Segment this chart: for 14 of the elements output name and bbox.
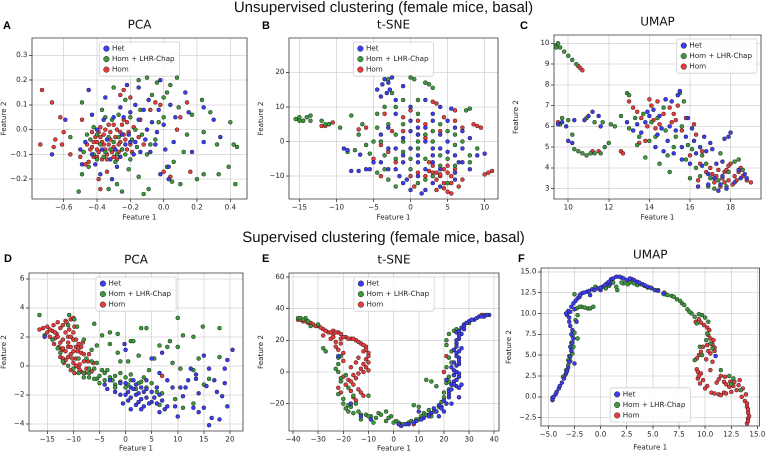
text: D xyxy=(4,253,12,265)
text: F xyxy=(518,253,525,265)
text: Unsupervised clustering (female mice, basal) xyxy=(232,0,534,16)
chart-title: PCA xyxy=(124,252,149,266)
chart-title: t-SNE xyxy=(376,17,410,32)
text: B xyxy=(262,20,270,32)
chart-title: PCA xyxy=(128,17,152,32)
text: Supervised clustering (female mice, basal) xyxy=(241,229,526,246)
chart-title: t-SNE xyxy=(377,252,411,266)
text: E xyxy=(262,253,270,265)
text: A xyxy=(3,20,11,32)
chart-title: UMAP xyxy=(640,14,675,28)
chart-title: UMAP xyxy=(632,247,668,262)
text: C xyxy=(520,20,528,32)
